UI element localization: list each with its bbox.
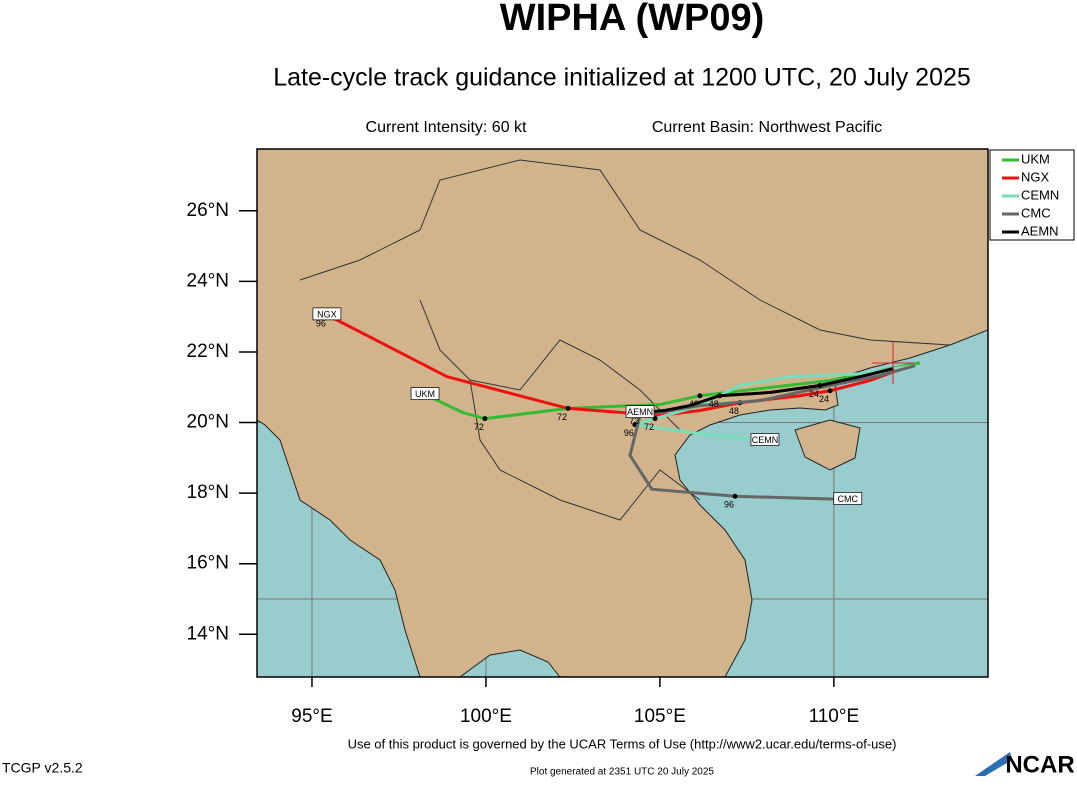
border	[419, 299, 681, 431]
island	[794, 419, 861, 471]
x-tick-label: 105°E	[634, 706, 686, 727]
end-label-box	[833, 492, 863, 505]
border	[469, 379, 701, 521]
version: TCGP v2.5.2	[2, 760, 83, 776]
hour-label: 24	[809, 389, 819, 399]
logo-mark	[975, 752, 1012, 776]
end-label: CEMN	[752, 435, 779, 445]
track-point	[827, 388, 833, 394]
track-point	[697, 393, 703, 399]
track	[424, 361, 921, 421]
terms: Use of this product is governed by the U…	[348, 736, 897, 751]
y-tick-label: 18°N	[187, 482, 229, 503]
x-tick-label: 110°E	[809, 706, 860, 727]
hour-label: 72	[474, 422, 484, 432]
y-tick-label: 24°N	[187, 270, 229, 291]
y-tick-label: 26°N	[187, 200, 229, 221]
hour-label: 72	[629, 416, 639, 426]
track	[326, 313, 904, 417]
track-point	[732, 493, 738, 499]
hour-label: 72	[644, 422, 654, 432]
end-label: CMC	[838, 494, 859, 504]
end-label: AEMN	[627, 407, 653, 417]
hour-label: 72	[557, 412, 567, 422]
logo: NCAR	[1005, 751, 1074, 778]
basin: Current Basin: Northwest Pacific	[652, 119, 882, 136]
intensity: Current Intensity: 60 kt	[366, 119, 528, 136]
title: WIPHA (WP09)	[500, 0, 765, 39]
y-tick-label: 22°N	[187, 341, 229, 362]
hour-label: 96	[316, 318, 326, 328]
y-tick-label: 14°N	[187, 623, 229, 644]
hour-label: 96	[624, 428, 634, 438]
end-label-box	[410, 387, 440, 400]
y-tick-label: 20°N	[187, 412, 229, 433]
axes: 95°E 100°E 105°E 110°E 14°N 16°N 18°N 20°N 22°N 2…	[187, 200, 860, 727]
subtitle: Late-cycle track guidance initialized at…	[273, 64, 971, 92]
map-frame	[256, 148, 989, 678]
track-point	[817, 382, 823, 388]
end-label-box	[625, 405, 655, 418]
hour-label: 24	[819, 394, 829, 404]
x-tick-label: 100°E	[460, 706, 512, 727]
map-area: 4872UKM24487296NGX7296CEMN96CMC244872AEM…	[257, 149, 988, 677]
end-label-box	[312, 307, 342, 321]
track	[639, 367, 895, 415]
hour-label: 96	[724, 500, 734, 510]
legend-label: CEMN	[1021, 187, 1059, 202]
hour-label: 48	[709, 399, 719, 409]
x-tick-label: 95°E	[291, 706, 332, 727]
tracks: 4872UKM24487296NGX7296CEMN96CMC244872AEM…	[312, 307, 921, 510]
end-label: NGX	[317, 309, 337, 319]
legend-label: UKM	[1021, 151, 1050, 166]
legend-label: CMC	[1021, 205, 1051, 220]
generated: Plot generated at 2351 UTC 20 July 2025	[530, 767, 714, 778]
track-point	[482, 416, 488, 422]
end-label: UKM	[415, 389, 435, 399]
end-label-box	[750, 433, 780, 446]
hour-label: 48	[729, 406, 739, 416]
legend-label: NGX	[1021, 169, 1050, 184]
legend-items: UKM NGX CEMN CMC AEMN	[1002, 151, 1059, 238]
legend-label: AEMN	[1021, 223, 1059, 238]
track-point	[565, 405, 571, 411]
border	[299, 159, 951, 346]
y-tick-label: 16°N	[187, 553, 229, 574]
track-point	[717, 393, 723, 399]
